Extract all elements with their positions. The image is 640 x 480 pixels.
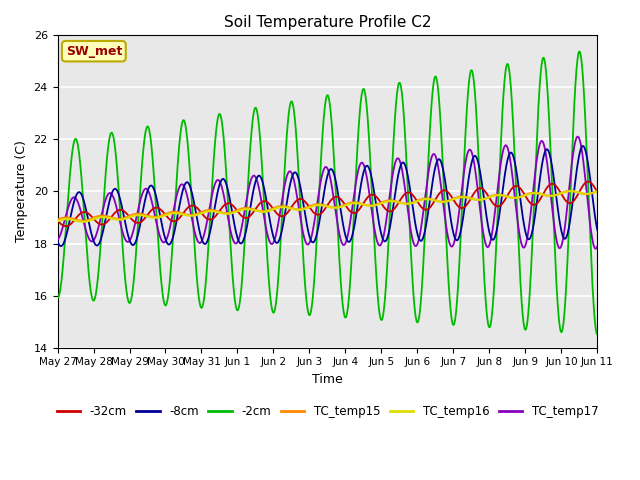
Y-axis label: Temperature (C): Temperature (C) [15, 141, 28, 242]
Text: SW_met: SW_met [66, 45, 122, 58]
X-axis label: Time: Time [312, 373, 343, 386]
Legend: -32cm, -8cm, -2cm, TC_temp15, TC_temp16, TC_temp17: -32cm, -8cm, -2cm, TC_temp15, TC_temp16,… [52, 400, 603, 423]
Title: Soil Temperature Profile C2: Soil Temperature Profile C2 [224, 15, 431, 30]
